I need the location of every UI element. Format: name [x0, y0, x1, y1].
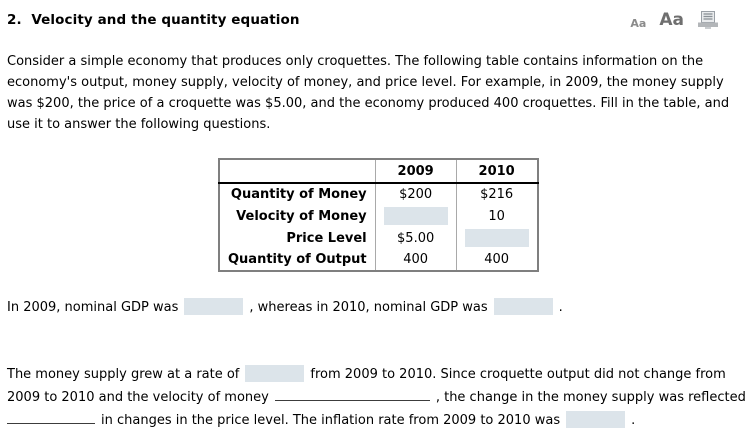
col-header-2010: 2010 [455, 159, 538, 184]
econ-table-wrap: 2009 2010 Quantity of Money $200 $216 Ve… [218, 158, 745, 272]
reflection-dropdown[interactable] [7, 410, 95, 424]
header: 2. Velocity and the quantity equation Aa… [7, 10, 745, 30]
growth-part4: in changes in the price level. The infla… [101, 413, 561, 428]
quantity-of-money-2010: $216 [455, 183, 538, 205]
table-header-row: 2009 2010 [219, 159, 538, 184]
gdp-sentence-part3: . [558, 300, 563, 315]
gdp-sentence: In 2009, nominal GDP was , whereas in 201… [7, 297, 745, 319]
gdp-2009-input[interactable] [184, 298, 244, 315]
quantity-of-money-2009: $200 [374, 183, 457, 205]
velocity-2009-input[interactable] [383, 207, 448, 225]
gdp-sentence-part1: In 2009, nominal GDP was [7, 300, 179, 315]
velocity-change-dropdown[interactable] [274, 387, 430, 401]
row-label-velocity-of-money: Velocity of Money [236, 208, 367, 224]
table-row: Quantity of Output 400 400 [219, 249, 538, 271]
inflation-rate-input[interactable] [566, 411, 626, 428]
row-label-price-level: Price Level [286, 230, 367, 246]
font-increase-button[interactable]: Aa [659, 10, 684, 30]
growth-part3: , the change in the money supply was ref… [435, 390, 746, 405]
intro-paragraph: Consider a simple economy that produces … [7, 54, 730, 132]
velocity-2010: 10 [455, 205, 538, 227]
gdp-2010-input[interactable] [493, 298, 553, 315]
row-label-quantity-of-output: Quantity of Output [228, 252, 367, 267]
velocity-2009-cell [374, 205, 457, 227]
col-header-2009: 2009 [374, 159, 457, 184]
growth-part2: from 2009 to 2010. Since croquette outpu… [7, 367, 726, 405]
quantity-of-output-2009: 400 [374, 249, 457, 271]
table-row: Quantity of Money $200 $216 [219, 183, 538, 205]
growth-part5: . [631, 413, 636, 428]
row-label-quantity-of-money: Quantity of Money [230, 187, 367, 202]
growth-paragraph: The money supply grew at a rate of from 2… [7, 363, 752, 432]
print-icon[interactable] [697, 11, 719, 30]
growth-part1: The money supply grew at a rate of [7, 367, 240, 382]
price-level-2010-input[interactable] [464, 229, 529, 247]
font-decrease-button[interactable]: Aa [630, 17, 647, 30]
growth-rate-input[interactable] [245, 365, 305, 382]
table-row: Velocity of Money 10 [219, 205, 538, 227]
gdp-sentence-part2: , whereas in 2010, nominal GDP was [249, 300, 488, 315]
page-title: 2. Velocity and the quantity equation [7, 12, 300, 28]
econ-table: 2009 2010 Quantity of Money $200 $216 Ve… [218, 158, 539, 272]
table-row: Price Level $5.00 [219, 227, 538, 249]
header-controls: Aa Aa [630, 10, 745, 30]
price-level-2010-cell [455, 227, 538, 249]
empty-corner-cell [219, 159, 376, 184]
price-level-2009: $5.00 [374, 227, 457, 249]
quantity-of-output-2010: 400 [455, 249, 538, 271]
